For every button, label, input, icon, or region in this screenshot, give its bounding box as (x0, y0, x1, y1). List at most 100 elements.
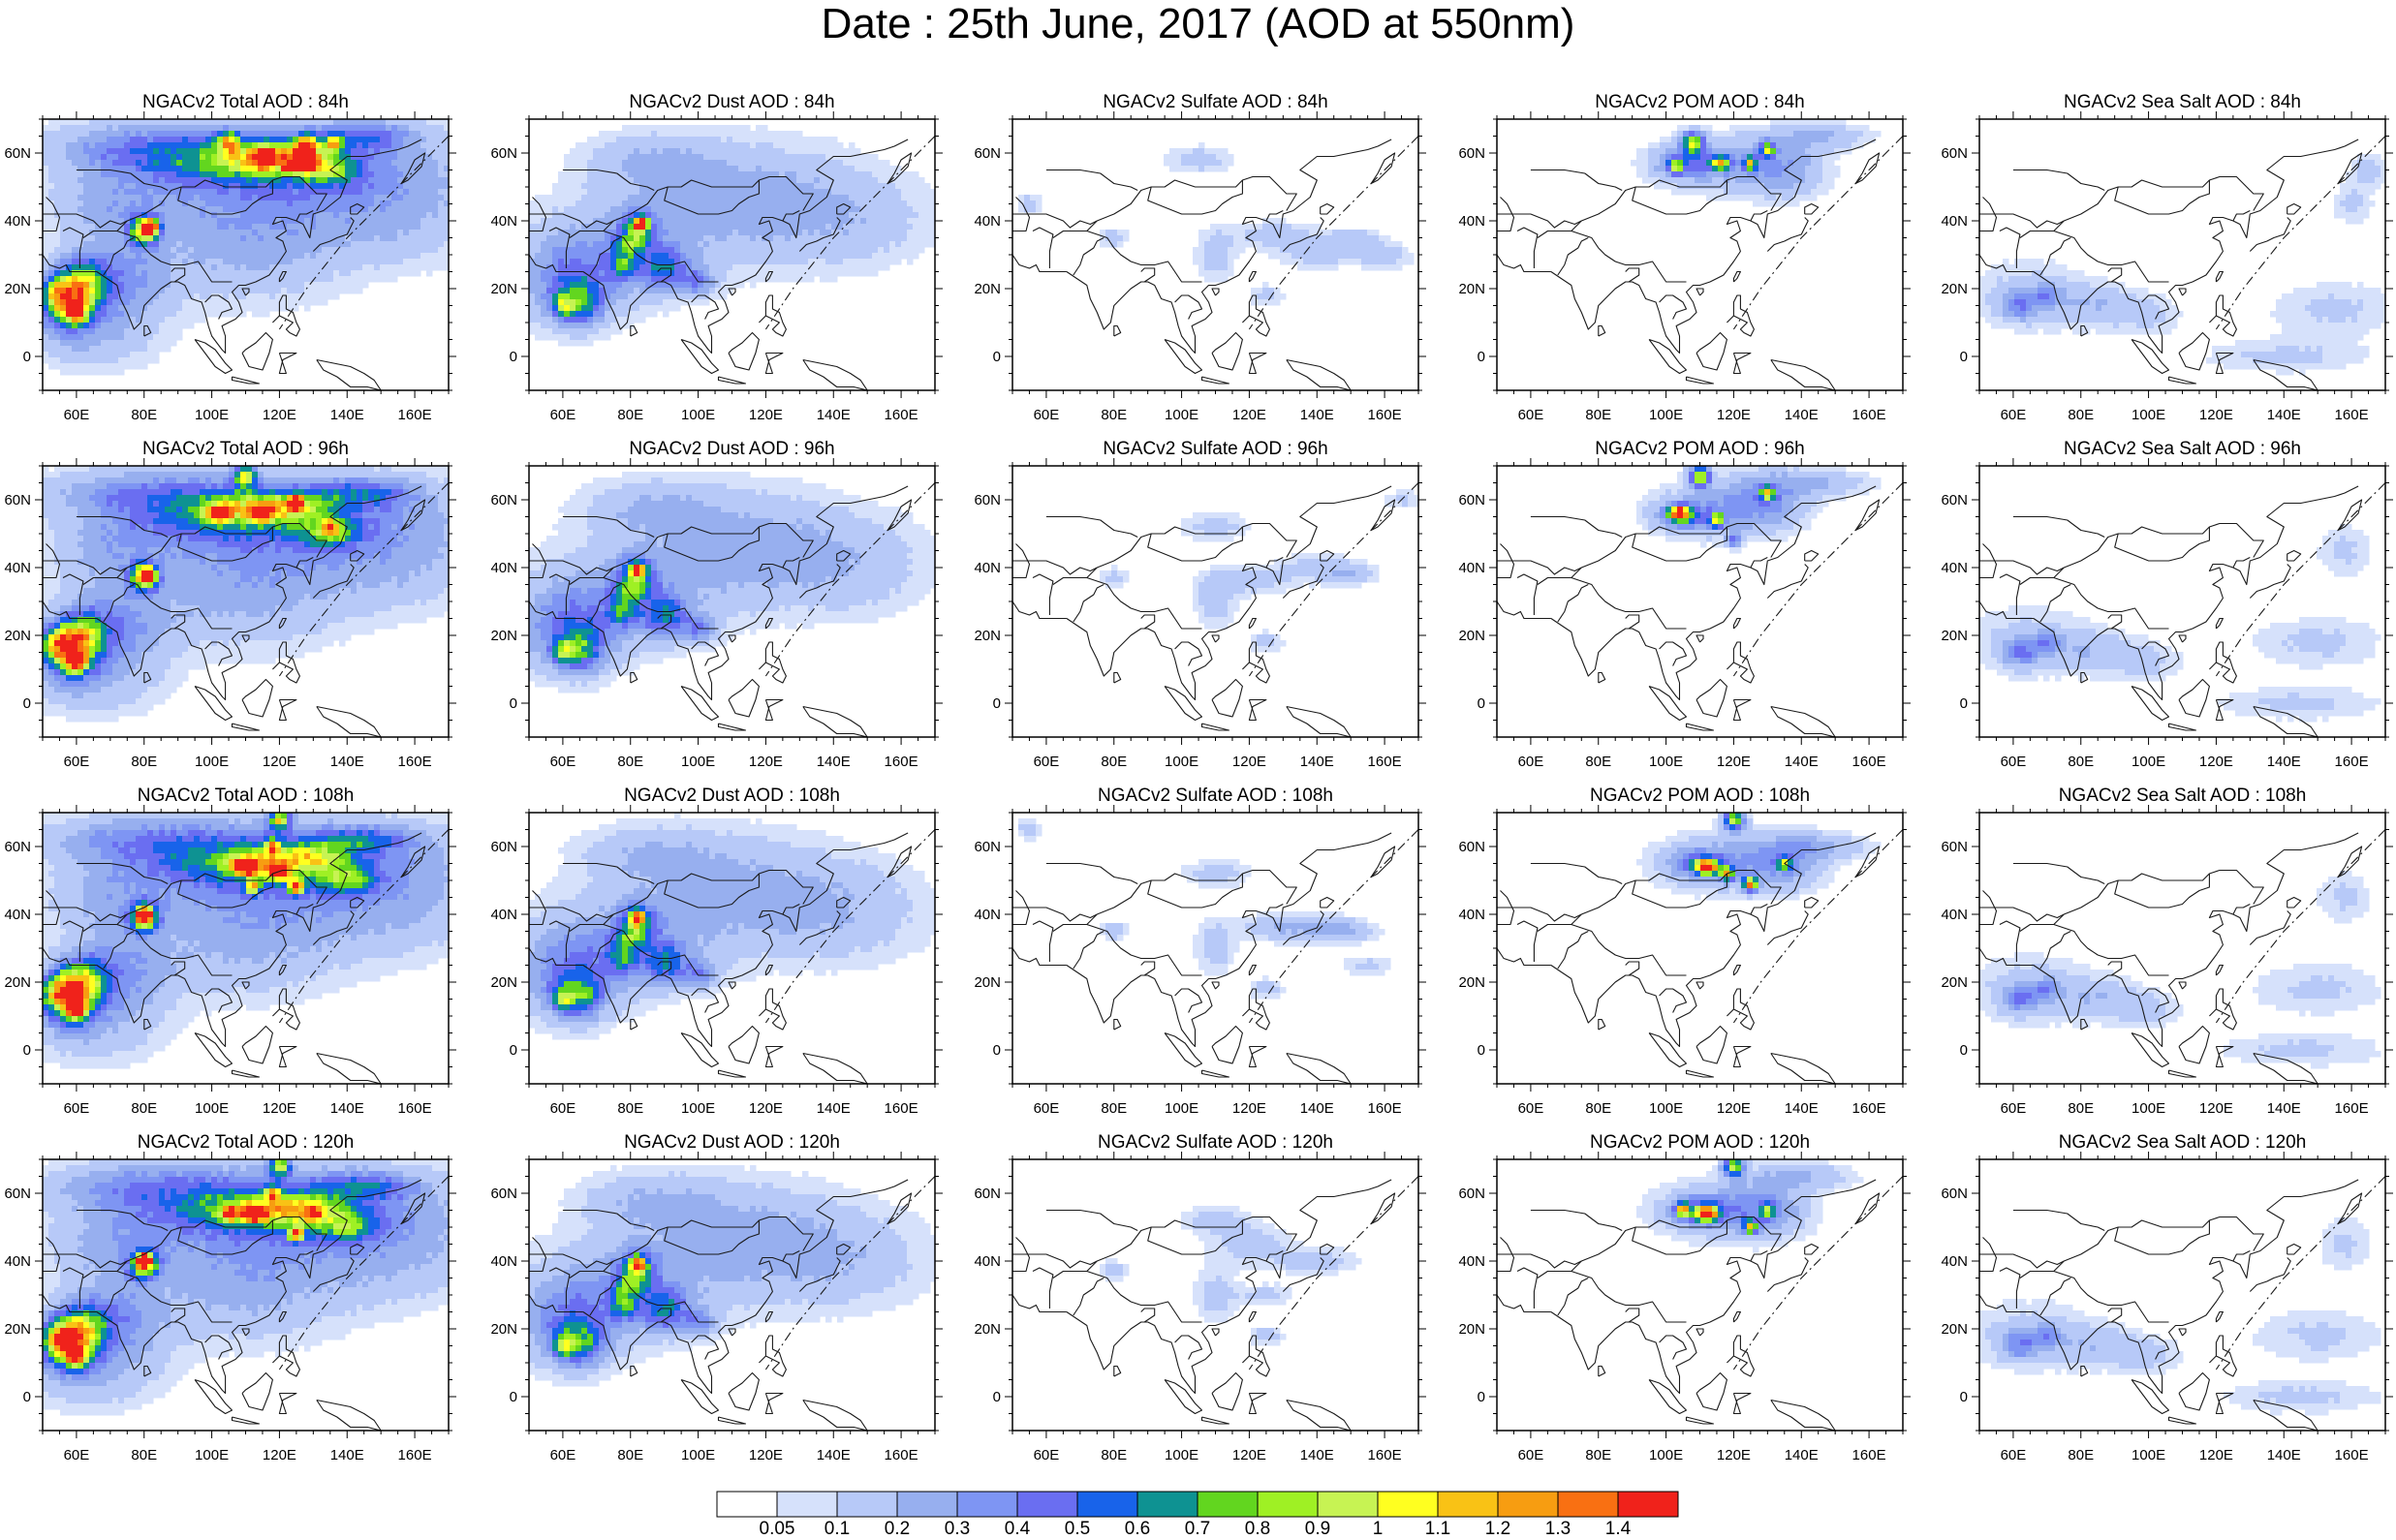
lon-tick-label: 160E (2335, 1100, 2369, 1117)
lon-tick-label: 80E (617, 407, 643, 423)
lon-tick-label: 140E (1785, 754, 1819, 770)
lat-tick-label: 60N (490, 145, 517, 162)
lon-tick-label: 100E (1649, 754, 1683, 770)
lat-tick-label: 40N (1458, 213, 1485, 230)
lat-tick-label: 0 (23, 695, 31, 712)
lon-tick-label: 100E (195, 754, 229, 770)
lon-tick-label: 140E (1300, 407, 1334, 423)
colorbar-label: 0.3 (945, 1519, 970, 1540)
lon-tick-label: 60E (64, 407, 90, 423)
colorbar-label: 0.1 (825, 1519, 850, 1540)
aod-field (1979, 813, 2385, 1084)
lon-tick-label: 80E (1101, 754, 1127, 770)
colorbar-swatch (1077, 1492, 1137, 1517)
lon-tick-label: 140E (1785, 1100, 1819, 1117)
colorbar-swatch (1017, 1492, 1077, 1517)
lat-tick-label: 20N (4, 281, 31, 297)
lat-tick-label: 0 (1960, 695, 1968, 712)
lon-tick-label: 120E (263, 754, 296, 770)
lat-tick-label: 0 (993, 349, 1001, 365)
lat-tick-label: 0 (1960, 349, 1968, 365)
lon-tick-label: 80E (2068, 1447, 2094, 1463)
lon-tick-label: 160E (885, 407, 918, 423)
lon-tick-label: 120E (749, 754, 783, 770)
lat-tick-label: 60N (4, 492, 31, 508)
colorbar-swatch (1318, 1492, 1378, 1517)
lon-tick-label: 120E (749, 1447, 783, 1463)
lat-tick-label: 40N (490, 560, 517, 576)
lat-tick-label: 0 (510, 1042, 517, 1059)
lat-tick-label: 20N (974, 1321, 1001, 1338)
lon-tick-label: 160E (1368, 754, 1402, 770)
lat-tick-label: 0 (1960, 1389, 1968, 1405)
panel-title: NGACv2 Sulfate AOD : 96h (1103, 439, 1327, 459)
lon-tick-label: 120E (263, 407, 296, 423)
lat-tick-label: 60N (974, 1186, 1001, 1202)
lon-tick-label: 140E (1300, 1100, 1334, 1117)
lon-tick-label: 160E (885, 1447, 918, 1463)
lon-tick-label: 120E (2199, 407, 2233, 423)
colorbar-swatch (1258, 1492, 1318, 1517)
lon-tick-label: 100E (681, 754, 715, 770)
lon-tick-label: 80E (1101, 1447, 1127, 1463)
colorbar-swatch (1198, 1492, 1258, 1517)
lat-tick-label: 0 (1478, 1042, 1485, 1059)
lat-tick-label: 40N (490, 213, 517, 230)
panel-title: NGACv2 Dust AOD : 120h (624, 1132, 840, 1153)
lon-tick-label: 80E (1101, 1100, 1127, 1117)
lon-tick-label: 100E (195, 407, 229, 423)
lon-tick-label: 120E (263, 1100, 296, 1117)
lat-tick-label: 60N (490, 839, 517, 855)
lon-tick-label: 120E (1232, 1100, 1266, 1117)
lon-tick-label: 140E (330, 1100, 364, 1117)
colorbar-label: 1.2 (1485, 1519, 1510, 1540)
lon-tick-label: 140E (330, 754, 364, 770)
lon-tick-label: 80E (131, 754, 157, 770)
aod-field (1979, 119, 2387, 390)
lon-tick-label: 80E (617, 754, 643, 770)
lat-tick-label: 0 (1960, 1042, 1968, 1059)
lat-tick-label: 40N (974, 213, 1001, 230)
lon-tick-label: 120E (1232, 407, 1266, 423)
lon-tick-label: 100E (1165, 407, 1198, 423)
lat-tick-label: 40N (4, 560, 31, 576)
aod-field (43, 466, 451, 737)
lon-tick-label: 60E (1034, 1447, 1060, 1463)
aod-field (1497, 466, 1903, 737)
lon-tick-label: 140E (2267, 407, 2301, 423)
lon-tick-label: 160E (1368, 1100, 1402, 1117)
lat-tick-label: 60N (1941, 839, 1968, 855)
lat-tick-label: 40N (1941, 907, 1968, 923)
lat-tick-label: 60N (1941, 492, 1968, 508)
lon-tick-label: 120E (2199, 1100, 2233, 1117)
lat-tick-label: 60N (4, 839, 31, 855)
lat-tick-label: 0 (23, 1042, 31, 1059)
lon-tick-label: 60E (2001, 1447, 2027, 1463)
colorbar-swatch (717, 1492, 777, 1517)
lon-tick-label: 80E (2068, 407, 2094, 423)
lon-tick-label: 140E (1300, 1447, 1334, 1463)
lon-tick-label: 160E (1852, 1100, 1886, 1117)
lon-tick-label: 160E (1852, 1447, 1886, 1463)
lat-tick-label: 60N (1458, 839, 1485, 855)
lon-tick-label: 60E (1034, 407, 1060, 423)
colorbar-label: 1.4 (1605, 1519, 1631, 1540)
lon-tick-label: 140E (1785, 1447, 1819, 1463)
aod-field (529, 466, 937, 737)
aod-field (1979, 466, 2385, 737)
lat-tick-label: 20N (4, 1321, 31, 1338)
lon-tick-label: 100E (195, 1447, 229, 1463)
lat-tick-label: 20N (4, 628, 31, 644)
lat-tick-label: 60N (974, 492, 1001, 508)
lon-tick-label: 60E (1518, 1100, 1544, 1117)
lon-tick-label: 80E (617, 1447, 643, 1463)
lon-tick-label: 80E (131, 407, 157, 423)
lat-tick-label: 60N (974, 145, 1001, 162)
colorbar-label: 1.1 (1425, 1519, 1450, 1540)
lat-tick-label: 60N (974, 839, 1001, 855)
